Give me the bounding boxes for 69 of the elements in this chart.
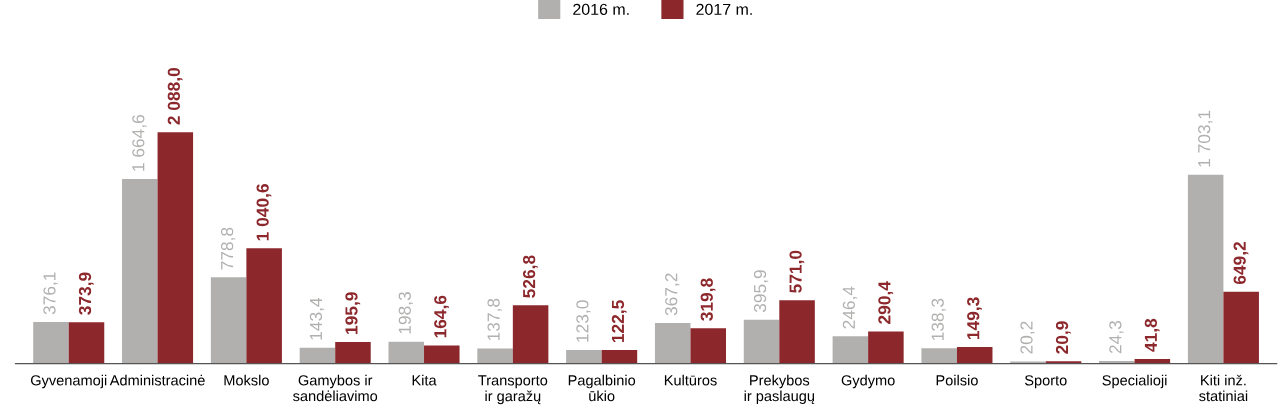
bar [1187, 174, 1224, 364]
x-tick-label: Mokslo [224, 374, 269, 386]
bar [512, 305, 549, 364]
x-tick-label: Kita [412, 374, 437, 386]
bar [690, 328, 727, 364]
data-label: 24,3 [1109, 320, 1124, 354]
legend-label: 2017 m. [696, 3, 752, 16]
bar [210, 277, 247, 364]
x-tick-label: Gamybos ir sandėliavimo [293, 374, 378, 402]
data-label: 526,8 [522, 255, 538, 298]
legend-label: 2016 m. [573, 3, 629, 16]
data-label: 246,4 [842, 286, 858, 329]
data-label: 367,2 [665, 273, 680, 316]
x-tick-label: Kiti inž. statiniai [1199, 374, 1248, 402]
data-label: 778,8 [220, 227, 236, 270]
x-tick-label: Gydymo [841, 374, 895, 389]
bar [566, 350, 602, 364]
bar [601, 350, 638, 364]
data-label: 137,8 [487, 298, 502, 341]
data-label: 571,0 [789, 250, 805, 293]
data-label: 20,2 [1020, 321, 1035, 354]
x-tick-label: Administracinė [109, 374, 205, 386]
bar [122, 179, 158, 364]
data-label: 138,3 [931, 298, 946, 341]
data-label: 649,2 [1233, 241, 1249, 285]
bar [335, 341, 371, 364]
bar [921, 348, 957, 364]
data-label: 123,0 [576, 300, 591, 342]
data-label: 2 088,0 [167, 68, 183, 125]
data-label: 1 040,6 [256, 184, 272, 241]
bar [743, 319, 780, 364]
bar [68, 322, 105, 364]
x-tick-label: Poilsio [936, 374, 978, 386]
data-label: 122,5 [611, 300, 627, 343]
bar [388, 341, 425, 364]
x-tick-label: Gyvenamoji [30, 374, 107, 389]
bar [868, 331, 904, 364]
data-label: 198,3 [398, 292, 413, 334]
bar [832, 336, 869, 364]
data-label: 319,8 [700, 278, 716, 321]
bar [157, 132, 194, 364]
data-label: 376,1 [43, 272, 58, 315]
data-label: 41,8 [1144, 318, 1160, 352]
bar [654, 322, 691, 364]
data-label: 149,3 [967, 297, 982, 340]
data-label: 20,9 [1055, 321, 1071, 354]
bar [33, 321, 69, 364]
data-label: 1 703,1 [1198, 110, 1213, 167]
bar [1223, 291, 1259, 364]
data-label: 1 664,6 [132, 114, 147, 171]
bar [477, 348, 513, 364]
x-tick-label: Kultūros [664, 374, 717, 386]
data-label: 195,9 [345, 292, 361, 334]
x-tick-label: Specialioji [1102, 374, 1167, 389]
data-label: 164,6 [434, 295, 449, 338]
x-tick-label: Sporto [1024, 375, 1067, 389]
data-label: 143,4 [309, 297, 325, 340]
x-tick-label: Pagalbinio ūkio [568, 374, 636, 402]
data-label: 290,4 [878, 281, 894, 324]
data-label: 373,9 [78, 272, 94, 315]
bar [424, 345, 460, 364]
bar [299, 347, 336, 364]
x-tick-label: Prekybos ir paslaugų [744, 374, 815, 405]
data-label: 395,9 [753, 270, 769, 313]
bar [956, 347, 993, 364]
bar [246, 248, 282, 364]
bar [779, 300, 815, 364]
x-tick-label: Transporto ir garažų [478, 375, 548, 405]
bar [1010, 361, 1046, 364]
